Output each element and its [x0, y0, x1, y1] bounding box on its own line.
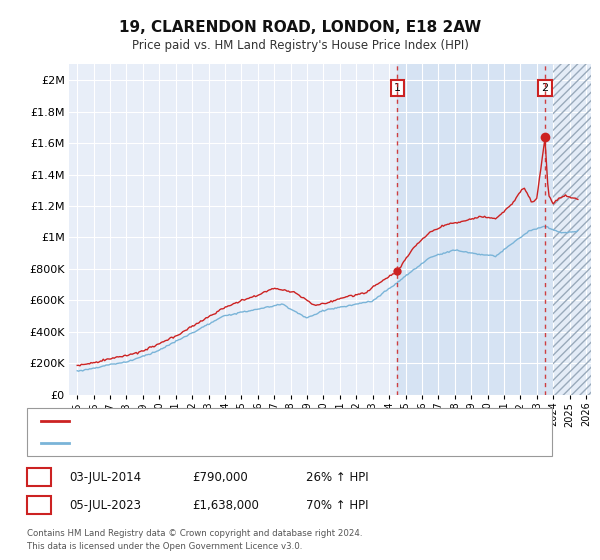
Text: 1: 1 [394, 83, 401, 93]
Text: Price paid vs. HM Land Registry's House Price Index (HPI): Price paid vs. HM Land Registry's House … [131, 39, 469, 52]
Text: 03-JUL-2014: 03-JUL-2014 [69, 470, 141, 484]
Text: £1,638,000: £1,638,000 [192, 498, 259, 512]
Text: 70% ↑ HPI: 70% ↑ HPI [306, 498, 368, 512]
Bar [553, 64, 594, 395]
Bar [553, 64, 594, 395]
Text: 2: 2 [35, 500, 43, 510]
Text: HPI: Average price, detached house, Redbridge: HPI: Average price, detached house, Redb… [75, 438, 321, 448]
Text: 26% ↑ HPI: 26% ↑ HPI [306, 470, 368, 484]
Text: 2: 2 [541, 83, 548, 93]
Text: 05-JUL-2023: 05-JUL-2023 [69, 498, 141, 512]
Text: £790,000: £790,000 [192, 470, 248, 484]
Text: 19, CLARENDON ROAD, LONDON, E18 2AW (detached house): 19, CLARENDON ROAD, LONDON, E18 2AW (det… [75, 416, 394, 426]
Bar [397, 64, 594, 395]
Text: 1: 1 [35, 472, 43, 482]
Text: 19, CLARENDON ROAD, LONDON, E18 2AW: 19, CLARENDON ROAD, LONDON, E18 2AW [119, 20, 481, 35]
Text: Contains HM Land Registry data © Crown copyright and database right 2024.
This d: Contains HM Land Registry data © Crown c… [27, 529, 362, 550]
